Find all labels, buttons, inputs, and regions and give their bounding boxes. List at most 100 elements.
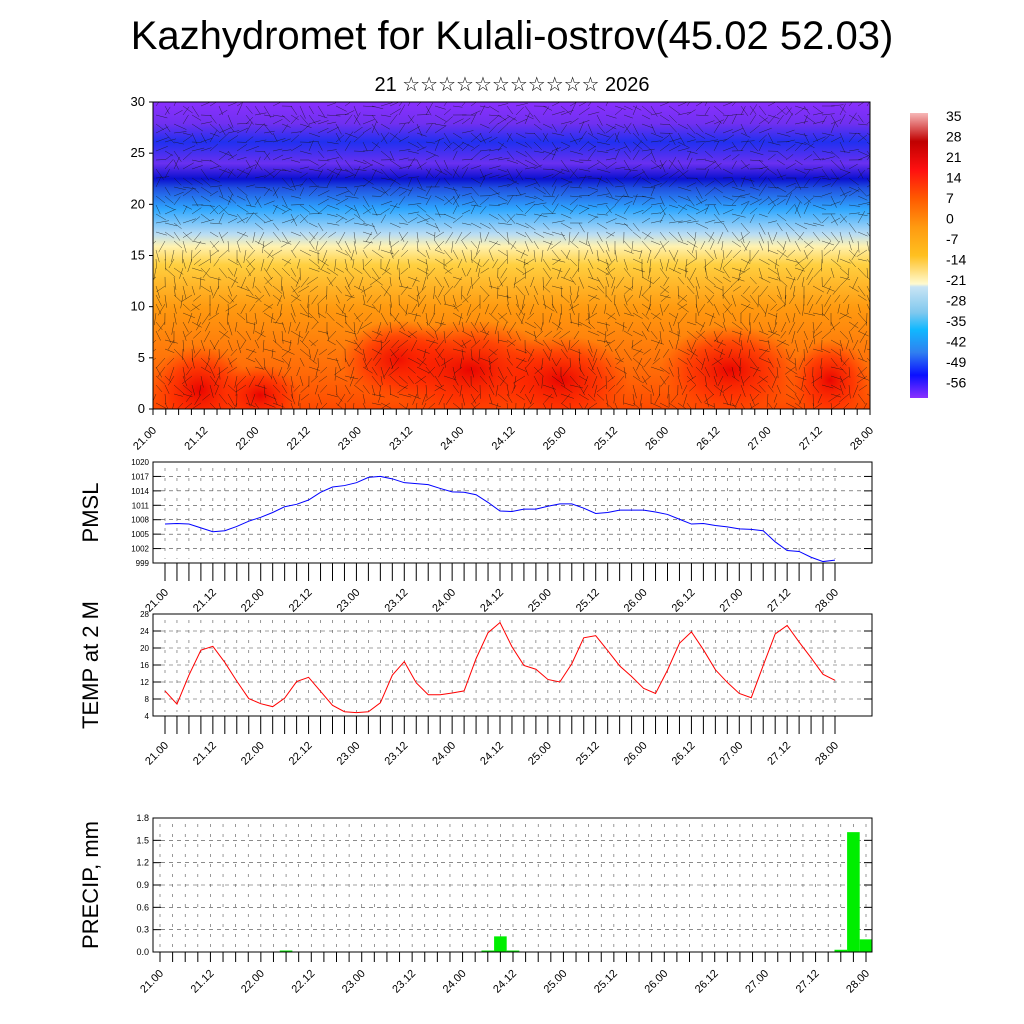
wind-vector: [327, 348, 337, 356]
wind-vector: [167, 339, 175, 350]
wind-vector: [371, 168, 383, 174]
wind-vector: [470, 276, 473, 289]
x-tick-label: 22.00: [239, 968, 267, 996]
wind-vector: [200, 213, 210, 221]
wind-vector: [153, 276, 157, 280]
wind-vector: [626, 294, 634, 302]
x-tick-label: 22.12: [287, 587, 315, 615]
wind-vector: [470, 177, 481, 184]
wind-vector: [607, 312, 616, 320]
x-tick-label: 28.00: [844, 968, 872, 996]
wind-vector: [308, 132, 321, 138]
wind-vector: [722, 393, 729, 406]
x-tick-label: 26.00: [622, 587, 650, 615]
x-tick-label: 22.12: [289, 968, 317, 996]
wind-vector: [473, 249, 481, 260]
wind-vector: [558, 312, 562, 326]
wind-vector: [506, 303, 512, 316]
wind-vector: [308, 204, 320, 214]
wind-vector: [262, 240, 274, 249]
wind-vector: [515, 204, 523, 213]
wind-vector: [425, 258, 429, 271]
wind-vector: [156, 285, 166, 293]
wind-vector: [731, 186, 745, 192]
wind-vector: [422, 402, 427, 409]
wind-vector: [245, 116, 254, 125]
wind-vector: [839, 375, 846, 389]
wind-vector: [506, 402, 509, 409]
wind-vector: [839, 357, 847, 366]
x-tick-label: 24.00: [430, 587, 458, 615]
wind-vector: [578, 366, 585, 377]
wind-vector: [510, 240, 517, 250]
wind-vector: [358, 276, 364, 290]
wind-vector: [812, 213, 822, 224]
wind-vector: [506, 150, 515, 160]
wind-vector: [801, 375, 805, 390]
wind-vector: [477, 267, 481, 278]
wind-vector: [383, 366, 391, 378]
wind-vector: [443, 330, 446, 344]
wind-vector: [569, 375, 579, 386]
y-tick-label: 0.9: [136, 880, 149, 890]
wind-vector: [335, 357, 342, 371]
wind-vector: [700, 240, 706, 250]
wind-vector: [371, 123, 380, 136]
wind-vector: [290, 131, 302, 134]
wind-vector: [631, 339, 643, 348]
wind-vector: [182, 145, 196, 152]
wind-vector: [326, 204, 340, 210]
wind-vector: [407, 375, 415, 384]
wind-vector: [560, 185, 570, 197]
wind-vector: [272, 375, 278, 385]
wind-vector: [792, 312, 796, 323]
colorbar-label: 0: [946, 211, 954, 227]
wind-vector: [650, 132, 664, 138]
wind-vector: [209, 205, 219, 215]
wind-vector: [740, 139, 749, 152]
wind-vector: [380, 339, 391, 350]
wind-vector: [227, 285, 233, 297]
wind-vector: [155, 102, 160, 107]
wind-vector: [614, 357, 624, 363]
wind-vector: [182, 276, 188, 286]
wind-vector: [866, 240, 870, 252]
wind-vector: [326, 102, 337, 107]
wind-vector: [812, 285, 825, 293]
wind-vector: [434, 330, 439, 341]
wind-vector: [317, 120, 329, 125]
wind-vector: [208, 312, 220, 321]
wind-vector: [200, 267, 211, 278]
wind-vector: [279, 303, 283, 317]
wind-vector: [857, 258, 867, 262]
wind-vector: [560, 339, 568, 353]
wind-vector: [290, 393, 296, 405]
wind-vector: [423, 348, 427, 359]
wind-vector: [308, 213, 322, 215]
warm-core: [790, 340, 870, 409]
wind-vector: [155, 303, 162, 315]
wind-vector: [691, 240, 697, 254]
wind-vector: [245, 195, 252, 207]
wind-vector: [488, 348, 497, 356]
wind-vector: [830, 201, 841, 206]
wind-vector: [433, 303, 436, 315]
wind-vector: [713, 339, 726, 346]
wind-vector: [757, 294, 760, 308]
wind-vector: [209, 166, 220, 170]
wind-vector: [560, 204, 573, 212]
wind-vector: [398, 104, 406, 116]
wind-vector: [611, 276, 616, 289]
precip-bar: [834, 949, 848, 952]
wind-vector: [202, 267, 211, 278]
wind-vector: [506, 366, 513, 377]
wind-vector: [529, 303, 535, 315]
wind-vector: [335, 198, 349, 206]
wind-vector: [416, 384, 419, 398]
wind-vector: [398, 186, 412, 192]
wind-vector: [776, 114, 784, 125]
wind-vector: [425, 240, 431, 250]
wind-vector: [434, 114, 447, 122]
wind-vector: [713, 330, 719, 344]
wind-vector: [416, 240, 419, 252]
